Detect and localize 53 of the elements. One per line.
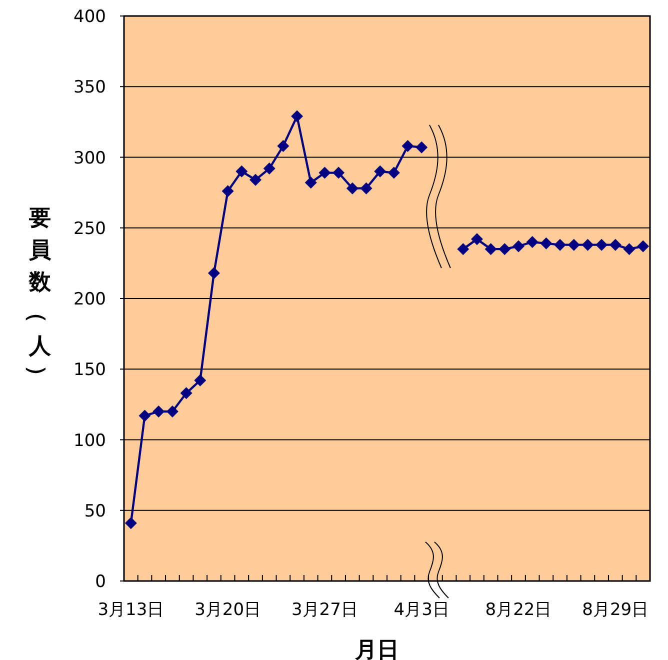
point (138, 410, 151, 422)
x-tick-label: 3月20日 (194, 600, 262, 620)
point (318, 166, 331, 179)
y-axis-title: 要員数（人） (24, 206, 52, 387)
point (388, 166, 400, 179)
point (222, 185, 234, 198)
y-tick-label: 250 (74, 218, 106, 239)
point (470, 233, 483, 246)
point (554, 238, 566, 251)
x-tick-label: 3月13日 (98, 600, 164, 620)
x-tick-label: 3月27日 (291, 600, 358, 620)
point (540, 237, 552, 250)
point (236, 165, 248, 178)
point (346, 182, 358, 194)
point (360, 182, 372, 194)
point (124, 517, 137, 530)
point (457, 243, 470, 256)
point (568, 238, 580, 251)
point (637, 240, 650, 252)
point (416, 141, 428, 154)
y-tick-label: 400 (74, 7, 106, 27)
y-tick-label: 50 (84, 501, 106, 522)
y-tick-label: 350 (74, 78, 106, 98)
point (166, 406, 178, 418)
point (304, 176, 317, 189)
point (374, 165, 386, 178)
point (208, 267, 220, 280)
y-tick-label: 150 (74, 360, 106, 380)
point (402, 140, 414, 152)
point (291, 110, 304, 122)
y-tick-label: 300 (74, 148, 106, 168)
y-tick-label: 0 (95, 572, 106, 592)
point (596, 238, 608, 251)
point (250, 174, 262, 186)
point (609, 238, 622, 251)
point (512, 240, 524, 252)
point (194, 374, 206, 386)
x-tick-label: 8月29日 (582, 600, 649, 620)
x-axis-title: 月日 (354, 638, 399, 660)
point (180, 387, 192, 400)
y-tick-label: 200 (74, 290, 106, 310)
point (623, 243, 636, 256)
point (263, 162, 276, 175)
point (152, 406, 165, 418)
point (526, 236, 538, 248)
point (332, 166, 345, 179)
point (484, 243, 497, 256)
y-tick-label: 100 (74, 430, 106, 451)
x-tick-label: 8月22日 (485, 600, 552, 620)
point (498, 243, 511, 256)
point (277, 140, 290, 152)
x-tick-label: 4月3日 (394, 600, 450, 620)
point (582, 238, 594, 251)
